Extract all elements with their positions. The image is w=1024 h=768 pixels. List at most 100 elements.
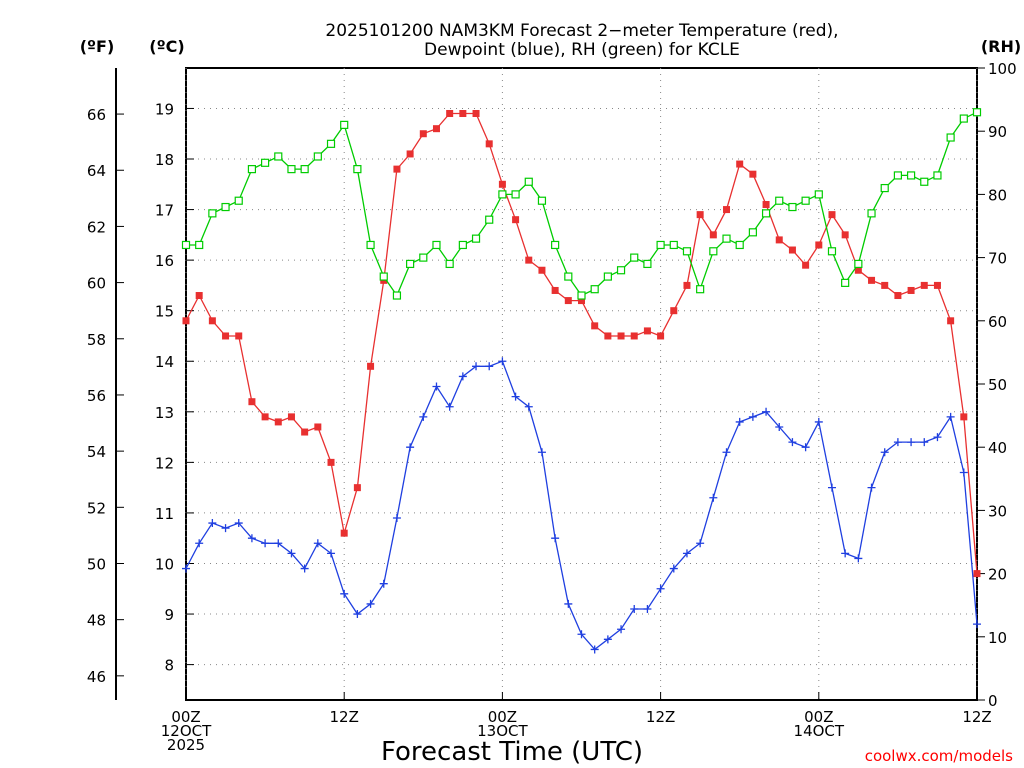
temperature-point	[208, 317, 216, 325]
fahrenheit-tick-label: 48	[87, 612, 106, 630]
rh-point	[906, 171, 916, 180]
dewpoint-point	[603, 635, 612, 644]
rh-point	[893, 171, 903, 180]
rh-point	[603, 272, 612, 281]
dewpoint-point	[551, 534, 560, 543]
rh-tick-label: 80	[988, 186, 1007, 204]
rh-tick-label: 70	[988, 250, 1007, 268]
fahrenheit-tick-label: 54	[87, 443, 106, 461]
celsius-tick-label: 15	[155, 303, 174, 321]
dewpoint-point	[392, 513, 401, 522]
rh-point	[498, 190, 507, 199]
rh-point	[419, 253, 428, 262]
rh-point	[379, 272, 388, 281]
dewpoint-point	[327, 549, 336, 558]
rh-point	[841, 278, 850, 287]
rh-point	[247, 165, 257, 174]
dewpoint-point	[696, 539, 705, 548]
temperature-point	[788, 246, 796, 254]
temperature-point	[828, 211, 836, 219]
temperature-point	[907, 286, 915, 294]
dewpoint-point	[907, 438, 916, 447]
temperature-point	[841, 231, 849, 239]
rh-point	[696, 285, 705, 294]
temperature-point	[446, 110, 454, 118]
x-tick-label: 2025	[167, 736, 205, 754]
credit-label: coolwx.com/models	[865, 747, 1013, 765]
fahrenheit-tick-label: 56	[87, 387, 106, 405]
fahrenheit-tick-label: 50	[87, 555, 106, 573]
dewpoint-point	[801, 443, 810, 452]
rh-point	[471, 234, 481, 243]
celsius-tick-label: 16	[155, 252, 174, 270]
celsius-tick-label: 10	[155, 555, 174, 573]
rh-tick-label: 30	[988, 502, 1007, 520]
temperature-point	[327, 458, 335, 466]
dewpoint-point	[577, 630, 586, 639]
dewpoint-point	[300, 564, 309, 573]
dewpoint-point	[643, 604, 652, 613]
temperature-point	[960, 413, 968, 421]
rh-point	[340, 120, 349, 129]
rh-point	[195, 240, 204, 250]
dewpoint-point	[590, 645, 599, 654]
dewpoint-point	[959, 468, 968, 477]
celsius-tick-label: 12	[155, 454, 174, 472]
rh-point	[524, 177, 533, 186]
rh-point	[722, 234, 731, 243]
dewpoint-point	[788, 438, 797, 447]
rh-point	[485, 215, 494, 224]
temperature-point	[894, 292, 902, 300]
chart-title-line-2: Dewpoint (blue), RH (green) for KCLE	[424, 40, 740, 60]
rh-point	[814, 190, 823, 199]
axis-ticks: 8 9 10 11 12 13 14 15 16 17 18 19 46 48 50 52 54 56 58 60 62…	[87, 60, 1017, 754]
rh-point	[972, 108, 982, 117]
temperature-point	[314, 423, 322, 431]
temperature-point	[881, 281, 889, 289]
rh-tick-label: 60	[988, 313, 1007, 331]
rh-point	[933, 171, 942, 180]
rh-point	[353, 165, 362, 174]
temperature-point	[485, 140, 493, 148]
celsius-tick-label: 17	[155, 202, 174, 220]
rh-tick-label: 10	[988, 629, 1007, 647]
temperature-point	[617, 332, 625, 340]
x-tick-label: 12Z	[330, 708, 359, 726]
x-tick-label: 13OCT	[477, 722, 528, 740]
x-axis-title: Forecast Time (UTC)	[381, 737, 643, 767]
rh-point	[287, 165, 296, 174]
dewpoint-point	[682, 549, 691, 558]
fahrenheit-tick-label: 60	[87, 275, 106, 293]
temperature-point	[235, 332, 243, 340]
celsius-tick-label: 18	[155, 151, 174, 169]
dewpoint-point	[946, 412, 955, 421]
rh-point	[537, 196, 547, 205]
temperature-point	[287, 413, 295, 421]
rh-point	[854, 259, 863, 269]
rh-point	[748, 228, 757, 237]
rh-point	[406, 259, 415, 269]
rh-point	[432, 240, 441, 250]
rh-tick-label: 40	[988, 439, 1007, 457]
temperature-point	[578, 297, 585, 305]
dewpoint-point	[406, 443, 415, 452]
dewpoint-point	[893, 438, 902, 447]
dewpoint-point	[182, 564, 190, 573]
celsius-axis-label: (ºC)	[149, 37, 184, 56]
temperature-point	[657, 332, 665, 340]
temperature-point	[643, 327, 651, 335]
rh-point	[234, 196, 243, 205]
temperature-point	[472, 110, 480, 118]
rh-point	[577, 291, 586, 300]
celsius-tick-label: 9	[164, 606, 174, 624]
fahrenheit-tick-label: 46	[87, 668, 106, 686]
dewpoint-point	[353, 610, 362, 619]
rh-point	[511, 190, 520, 199]
dewpoint-point	[762, 407, 771, 416]
temperature-point	[591, 322, 599, 330]
temperature-point	[762, 201, 770, 209]
dewpoint-point	[485, 362, 494, 371]
dewpoint-point	[867, 483, 876, 492]
temperature-point	[564, 297, 572, 305]
temperature-point	[367, 362, 375, 370]
